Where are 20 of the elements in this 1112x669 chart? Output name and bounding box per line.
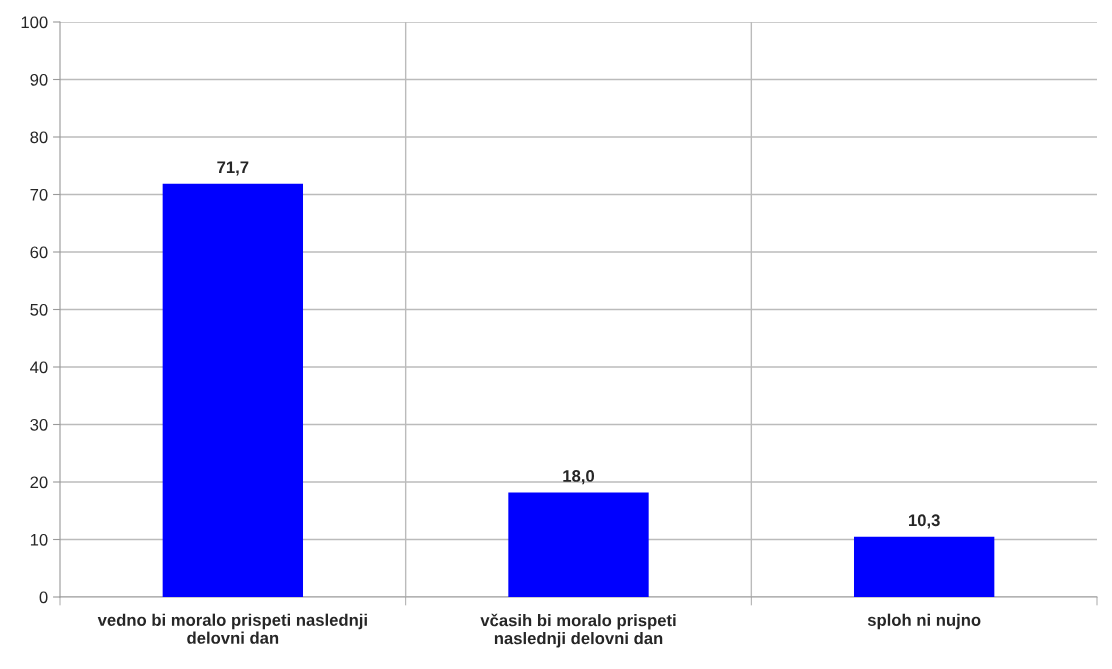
data-label: 18,0: [563, 470, 595, 485]
y-tick-label: 70: [30, 188, 48, 201]
y-tick-label: 50: [30, 303, 48, 316]
y-tick-label: 0: [39, 591, 48, 604]
bar: [508, 492, 649, 597]
bar: [853, 536, 995, 597]
y-tick-label: 20: [30, 476, 48, 489]
bar: [162, 183, 304, 597]
y-tick-label: 90: [30, 73, 48, 86]
y-tick-label: 80: [30, 131, 48, 144]
x-tick-label: včasih bi moralo prispeti naslednji delovni dan: [480, 613, 676, 648]
y-tick-label: 10: [30, 533, 48, 546]
y-tick-label: 40: [30, 361, 48, 374]
y-tick-label: 30: [30, 418, 48, 431]
y-tick-label: 60: [30, 246, 48, 259]
y-tick-label: 100: [21, 16, 48, 29]
x-tick-label: vedno bi moralo prispeti naslednji delovni dan: [97, 613, 367, 644]
data-label: 10,3: [909, 514, 940, 529]
x-tick-label: sploh ni nujno: [867, 613, 981, 630]
data-label: 71,7: [217, 161, 249, 176]
